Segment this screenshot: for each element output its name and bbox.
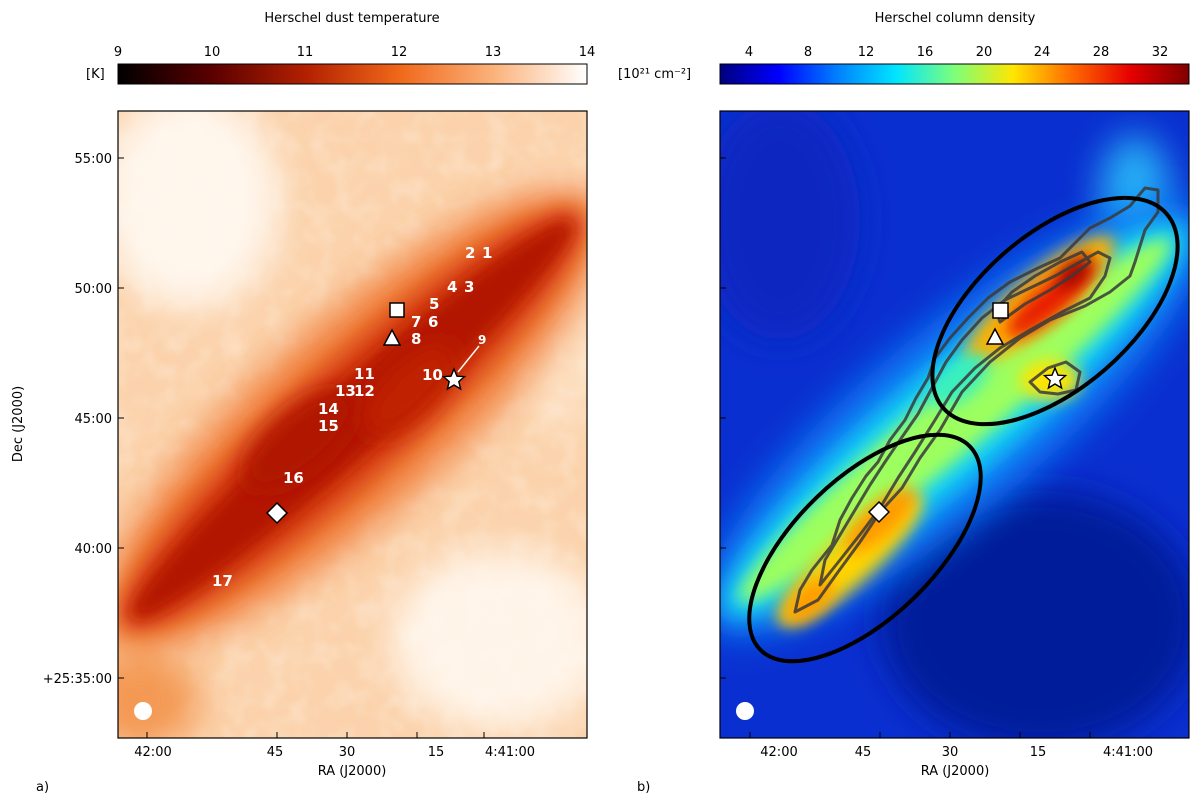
source-label: 5 bbox=[429, 295, 439, 313]
square-marker bbox=[992, 302, 1009, 319]
panel-a-xticks: 42:00 45 30 15 4:41:00 bbox=[134, 745, 535, 760]
colorbar-a: [K] 9 10 11 12 13 14 bbox=[86, 45, 595, 85]
xtick-label: 45 bbox=[855, 745, 872, 760]
triangle-marker bbox=[985, 327, 1005, 345]
colorbar-b-tick-12: 12 bbox=[858, 45, 875, 60]
source-label: 4 bbox=[447, 278, 457, 296]
panel-a-yticks: 55:00 50:00 45:00 40:00 +25:35:00 bbox=[43, 152, 112, 687]
diamond-marker bbox=[265, 501, 289, 525]
panel-a-ylabel: Dec (J2000) bbox=[11, 386, 26, 462]
source-label: 6 bbox=[428, 313, 438, 331]
panel-a-title: Herschel dust temperature bbox=[264, 11, 439, 26]
colorbar-a-tick-11: 11 bbox=[297, 45, 314, 60]
beam-marker bbox=[134, 702, 152, 720]
colorbar-a-tick-10: 10 bbox=[204, 45, 221, 60]
colorbar-a-tick-14: 14 bbox=[579, 45, 596, 60]
source-label: 10 bbox=[422, 366, 443, 384]
source-label: 7 bbox=[411, 313, 421, 331]
ytick-label: 40:00 bbox=[75, 542, 112, 557]
panel-b-xlabel: RA (J2000) bbox=[921, 764, 990, 779]
ytick-label: +25:35:00 bbox=[43, 672, 112, 687]
colorbar-a-tick-9: 9 bbox=[114, 45, 122, 60]
colorbar-b-tick-24: 24 bbox=[1034, 45, 1051, 60]
colorbar-b-bar bbox=[719, 63, 1190, 85]
contour-star-core bbox=[1028, 360, 1082, 396]
source-label: 9 bbox=[478, 333, 486, 347]
panel-a-xlabel: RA (J2000) bbox=[318, 764, 387, 779]
ytick-label: 50:00 bbox=[75, 282, 112, 297]
colorbar-a-unit: [K] bbox=[86, 67, 105, 82]
panel-b-label: b) bbox=[637, 780, 650, 795]
panel-a-tickmarks bbox=[118, 157, 485, 738]
colorbar-a-ticks: 9 10 11 12 13 14 bbox=[114, 45, 595, 60]
xtick-label: 4:41:00 bbox=[1103, 745, 1153, 760]
ytick-label: 45:00 bbox=[75, 412, 112, 427]
region-ellipse-north bbox=[930, 195, 1180, 427]
colorbar-b-tick-16: 16 bbox=[917, 45, 934, 60]
region-ellipse-south bbox=[747, 432, 983, 664]
panel-b-title: Herschel column density bbox=[875, 11, 1036, 26]
colorbar-b-unit: [10²¹ cm⁻²] bbox=[618, 67, 691, 82]
colorbar-b-tick-8: 8 bbox=[804, 45, 812, 60]
density-contours bbox=[793, 186, 1160, 614]
source-label: 11 bbox=[354, 365, 375, 383]
panel-a: Herschel dust temperature [K] 9 10 11 12… bbox=[11, 11, 595, 795]
xtick-label: 45 bbox=[267, 745, 284, 760]
colorbar-b-tick-4: 4 bbox=[745, 45, 753, 60]
source-label: 8 bbox=[411, 330, 421, 348]
panel-b-xticks: 42:00 45 30 15 4:41:00 bbox=[760, 745, 1153, 760]
colorbar-b: [10²¹ cm⁻²] 4 8 12 16 20 24 28 32 bbox=[618, 45, 1190, 85]
source-label: 15 bbox=[318, 417, 339, 435]
xtick-label: 15 bbox=[1030, 745, 1047, 760]
xtick-label: 15 bbox=[428, 745, 445, 760]
contour-inner bbox=[994, 250, 1092, 324]
contour-outer bbox=[793, 186, 1160, 614]
pointer-line bbox=[457, 345, 480, 373]
panel-a-label: a) bbox=[36, 780, 49, 795]
colorbar-b-ticks: 4 8 12 16 20 24 28 32 bbox=[745, 45, 1168, 60]
source-label: 3 bbox=[464, 278, 474, 296]
source-label: 17 bbox=[212, 572, 233, 590]
square-marker bbox=[389, 302, 405, 318]
colorbar-b-tick-32: 32 bbox=[1152, 45, 1169, 60]
triangle-marker bbox=[382, 328, 402, 346]
panel-a-frame bbox=[117, 110, 588, 739]
colorbar-b-tick-28: 28 bbox=[1093, 45, 1110, 60]
xtick-label: 42:00 bbox=[134, 745, 171, 760]
colorbar-a-tick-13: 13 bbox=[485, 45, 502, 60]
source-label: 1 bbox=[482, 244, 492, 262]
source-label: 16 bbox=[283, 469, 304, 487]
colorbar-b-tick-20: 20 bbox=[976, 45, 993, 60]
colorbar-a-bar bbox=[117, 63, 588, 85]
panel-b-tickmarks bbox=[720, 157, 1091, 738]
panel-b-frame bbox=[719, 110, 1190, 739]
temperature-map bbox=[118, 111, 587, 738]
xtick-label: 30 bbox=[942, 745, 959, 760]
beam-marker bbox=[736, 702, 754, 720]
source-label: 13 bbox=[335, 382, 356, 400]
source-labels: 2 1 4 3 5 7 6 8 9 10 11 13 12 14 15 16 1… bbox=[212, 244, 492, 590]
ytick-label: 55:00 bbox=[75, 152, 112, 167]
xtick-label: 30 bbox=[339, 745, 356, 760]
column-density-map bbox=[720, 111, 1189, 738]
source-label: 12 bbox=[354, 382, 375, 400]
xtick-label: 4:41:00 bbox=[485, 745, 535, 760]
panel-b: Herschel column density [10²¹ cm⁻²] 4 8 … bbox=[618, 11, 1190, 795]
source-label: 2 bbox=[465, 244, 475, 262]
diamond-marker bbox=[867, 500, 891, 524]
colorbar-a-tick-12: 12 bbox=[391, 45, 408, 60]
xtick-label: 42:00 bbox=[760, 745, 797, 760]
source-label: 14 bbox=[318, 400, 339, 418]
contour-middle bbox=[818, 250, 1112, 587]
